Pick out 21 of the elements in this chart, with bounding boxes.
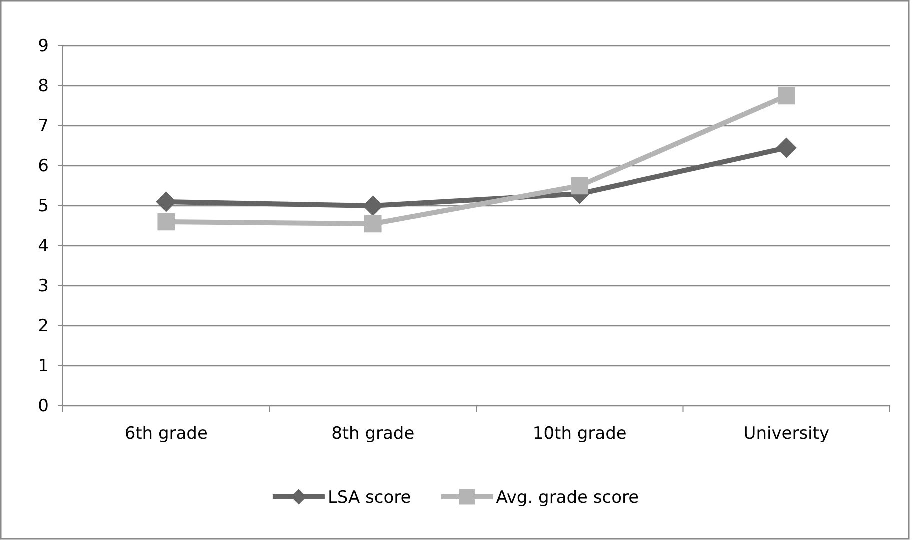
x-tick-label: 6th grade bbox=[124, 424, 208, 444]
y-tick-label: 2 bbox=[38, 316, 49, 336]
legend-label: Avg. grade score bbox=[496, 488, 640, 508]
x-tick-label: University bbox=[744, 424, 830, 444]
point bbox=[571, 177, 589, 195]
y-tick-label: 3 bbox=[38, 276, 49, 296]
x-tick-label: 10th grade bbox=[532, 424, 627, 444]
point bbox=[364, 215, 382, 233]
y-tick-label: 7 bbox=[38, 116, 49, 136]
y-tick-label: 1 bbox=[38, 356, 49, 376]
point bbox=[776, 138, 797, 158]
y-tick-label: 8 bbox=[38, 76, 49, 96]
point bbox=[778, 87, 796, 105]
y-tick-label: 9 bbox=[38, 36, 49, 56]
point bbox=[158, 213, 176, 231]
y-tick-label: 5 bbox=[38, 196, 49, 216]
x-tick-label: 8th grade bbox=[332, 424, 415, 444]
y-tick-label: 0 bbox=[38, 396, 49, 416]
legend-label: LSA score bbox=[328, 488, 412, 508]
y-tick-label: 4 bbox=[38, 236, 49, 256]
y-tick-label: 6 bbox=[38, 156, 49, 176]
